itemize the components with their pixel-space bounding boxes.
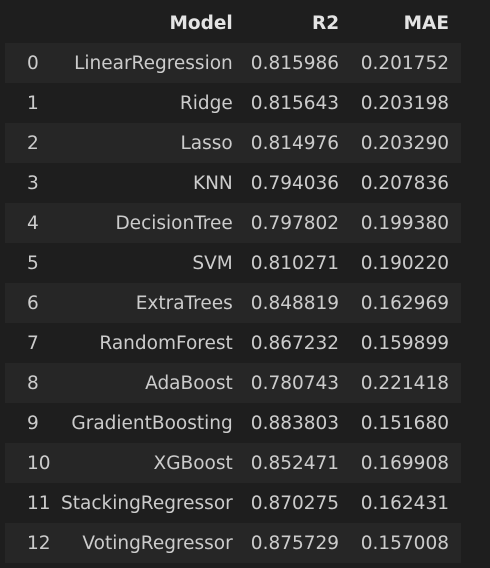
model-column-header: Model: [51, 3, 237, 43]
row-index: 11: [5, 483, 52, 523]
r2-column-header: R2: [236, 3, 344, 43]
row-index: 1: [5, 83, 52, 123]
mae-cell: 0.157008: [343, 523, 461, 563]
table-row: 11 StackingRegressor 0.870275 0.162431: [5, 483, 461, 523]
mae-cell: 0.221418: [343, 363, 461, 403]
table-header: Model R2 MAE: [5, 3, 461, 43]
model-cell: SVM: [51, 243, 237, 283]
mae-cell: 0.169908: [343, 443, 461, 483]
header-row: Model R2 MAE: [5, 3, 461, 43]
model-cell: AdaBoost: [51, 363, 237, 403]
row-index: 0: [5, 43, 52, 83]
mae-cell: 0.201752: [343, 43, 461, 83]
r2-cell: 0.810271: [236, 243, 344, 283]
model-cell: DecisionTree: [51, 203, 237, 243]
results-table: Model R2 MAE 0 LinearRegression 0.815986 0.…: [5, 3, 461, 563]
mae-cell: 0.151680: [343, 403, 461, 443]
table-body: 0 LinearRegression 0.815986 0.201752 1 Ridge 0…: [5, 43, 461, 563]
table-row: 10 XGBoost 0.852471 0.169908: [5, 443, 461, 483]
mae-cell: 0.162431: [343, 483, 461, 523]
row-index: 12: [5, 523, 52, 563]
mae-cell: 0.203290: [343, 123, 461, 163]
row-index: 7: [5, 323, 52, 363]
model-cell: LinearRegression: [51, 43, 237, 83]
table-row: 7 RandomForest 0.867232 0.159899: [5, 323, 461, 363]
mae-cell: 0.203198: [343, 83, 461, 123]
table-row: 4 DecisionTree 0.797802 0.199380: [5, 203, 461, 243]
table-row: 1 Ridge 0.815643 0.203198: [5, 83, 461, 123]
table-row: 3 KNN 0.794036 0.207836: [5, 163, 461, 203]
row-index: 8: [5, 363, 52, 403]
mae-cell: 0.190220: [343, 243, 461, 283]
table-row: 12 VotingRegressor 0.875729 0.157008: [5, 523, 461, 563]
row-index: 5: [5, 243, 52, 283]
r2-cell: 0.794036: [236, 163, 344, 203]
model-cell: GradientBoosting: [51, 403, 237, 443]
table-row: 8 AdaBoost 0.780743 0.221418: [5, 363, 461, 403]
row-index: 4: [5, 203, 52, 243]
r2-cell: 0.815643: [236, 83, 344, 123]
r2-cell: 0.780743: [236, 363, 344, 403]
table-row: 5 SVM 0.810271 0.190220: [5, 243, 461, 283]
model-cell: RandomForest: [51, 323, 237, 363]
table-row: 9 GradientBoosting 0.883803 0.151680: [5, 403, 461, 443]
row-index: 6: [5, 283, 52, 323]
row-index: 3: [5, 163, 52, 203]
r2-cell: 0.848819: [236, 283, 344, 323]
table-row: 0 LinearRegression 0.815986 0.201752: [5, 43, 461, 83]
mae-cell: 0.207836: [343, 163, 461, 203]
mae-column-header: MAE: [343, 3, 461, 43]
model-cell: KNN: [51, 163, 237, 203]
model-cell: XGBoost: [51, 443, 237, 483]
r2-cell: 0.870275: [236, 483, 344, 523]
model-cell: StackingRegressor: [51, 483, 237, 523]
table-row: 2 Lasso 0.814976 0.203290: [5, 123, 461, 163]
model-cell: ExtraTrees: [51, 283, 237, 323]
table-row: 6 ExtraTrees 0.848819 0.162969: [5, 283, 461, 323]
row-index: 2: [5, 123, 52, 163]
model-cell: Ridge: [51, 83, 237, 123]
index-column-header: [5, 3, 52, 43]
model-cell: Lasso: [51, 123, 237, 163]
mae-cell: 0.159899: [343, 323, 461, 363]
r2-cell: 0.867232: [236, 323, 344, 363]
r2-cell: 0.875729: [236, 523, 344, 563]
row-index: 10: [5, 443, 52, 483]
r2-cell: 0.815986: [236, 43, 344, 83]
r2-cell: 0.797802: [236, 203, 344, 243]
dataframe-output: Model R2 MAE 0 LinearRegression 0.815986 0.…: [5, 3, 461, 563]
r2-cell: 0.814976: [236, 123, 344, 163]
r2-cell: 0.883803: [236, 403, 344, 443]
mae-cell: 0.162969: [343, 283, 461, 323]
r2-cell: 0.852471: [236, 443, 344, 483]
mae-cell: 0.199380: [343, 203, 461, 243]
row-index: 9: [5, 403, 52, 443]
model-cell: VotingRegressor: [51, 523, 237, 563]
